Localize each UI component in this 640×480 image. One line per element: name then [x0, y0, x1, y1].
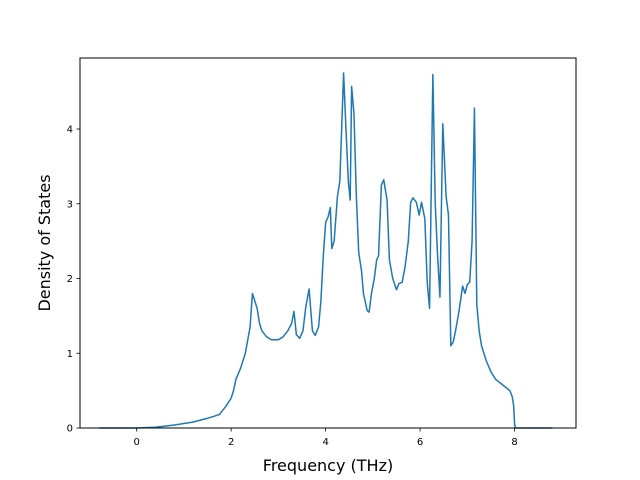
x-tick-label: 6	[417, 437, 423, 448]
x-tick-label: 0	[133, 437, 139, 448]
plot-frame	[79, 57, 577, 429]
plot-area	[98, 72, 553, 429]
x-tick-label: 4	[322, 437, 328, 448]
axis-ticks: 0 2 4 6 8 0 1 2 3 4	[67, 125, 518, 448]
y-tick-label: 3	[67, 199, 73, 210]
y-tick-label: 1	[67, 349, 73, 360]
series-line-0	[98, 72, 553, 429]
x-tick-label: 8	[511, 437, 517, 448]
x-axis-label: Frequency (THz)	[263, 456, 393, 475]
y-tick-label: 0	[67, 424, 73, 435]
y-axis-label: Density of States	[35, 174, 54, 311]
x-tick-label: 2	[228, 437, 234, 448]
y-tick-label: 2	[67, 274, 73, 285]
y-tick-label: 4	[67, 125, 73, 136]
